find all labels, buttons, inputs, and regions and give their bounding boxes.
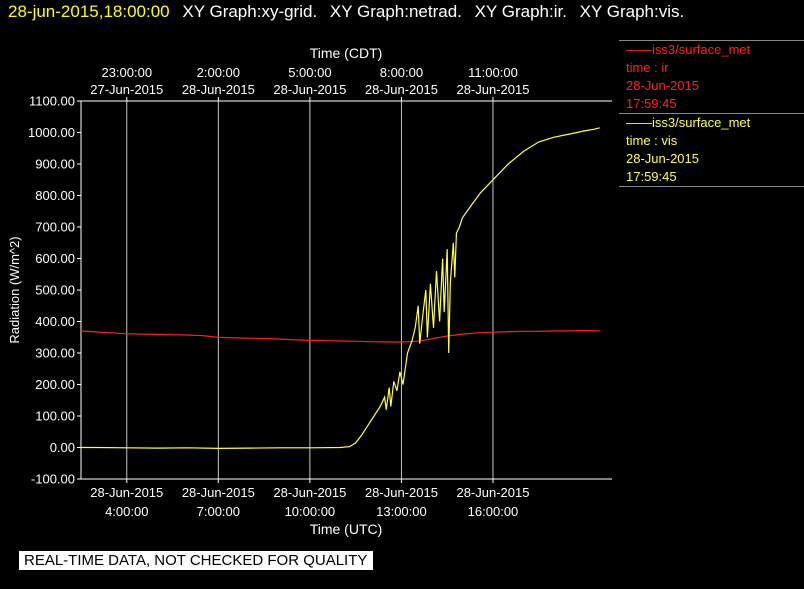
x2-tick-label-time: 5:00:00 (288, 65, 331, 80)
y-axis-title: Radiation (W/m^2) (7, 236, 22, 343)
y-tick-label: 600.00 (35, 251, 75, 266)
legend-divider (619, 40, 804, 41)
x-tick-label-date: 28-Jun-2015 (456, 485, 529, 500)
y-tick-label: 1000.00 (28, 125, 75, 140)
legend-entry-vis: ——iss3/surface_met time : vis 28-Jun-201… (619, 114, 804, 186)
y-tick-label: 1100.00 (29, 94, 75, 109)
y-tick-label: 200.00 (35, 377, 75, 392)
legend-ir-name: ——iss3/surface_met (626, 42, 751, 57)
series (80, 127, 600, 450)
grid (126, 101, 494, 479)
window-header: 28-jun-2015,18:00:00 XY Graph:xy-grid. X… (8, 2, 684, 22)
x2-tick-label-date: 27-Jun-2015 (90, 82, 163, 97)
x-tick-label-time: 10:00:00 (285, 504, 336, 519)
legend-divider (619, 186, 804, 187)
x2-tick-label-date: 28-Jun-2015 (273, 82, 346, 97)
x2-tick-label-time: 2:00:00 (197, 65, 240, 80)
y-tick-label: 100.00 (35, 409, 75, 424)
y-tick-label: 0.00 (50, 440, 75, 455)
y-tick-label: 500.00 (35, 283, 75, 298)
legend-vis-field: time : vis (626, 133, 678, 148)
x2-tick-label-date: 28-Jun-2015 (182, 82, 255, 97)
y-tick-label: 400.00 (35, 314, 75, 329)
legend: ——iss3/surface_met time : ir 28-Jun-2015… (619, 40, 804, 187)
axes: -100.00 0.00 100.00 200.00 300.00 400.00 500.0… (28, 65, 612, 519)
x-axis-title: Time (UTC) (310, 521, 383, 537)
x2-tick-label-time: 8:00:00 (380, 65, 423, 80)
y-tick-label: 900.00 (35, 157, 75, 172)
series-ir-line (80, 329, 600, 343)
x-tick-label-time: 13:00:00 (376, 504, 427, 519)
x-tick-label-date: 28-Jun-2015 (90, 485, 163, 500)
legend-ir-time: 17:59:45 (626, 96, 677, 111)
x2-tick-label-time: 23:00:00 (101, 65, 152, 80)
graph-title-vis: XY Graph:vis. (579, 2, 685, 21)
legend-vis-time: 17:59:45 (626, 169, 677, 184)
y-tick-label: 800.00 (35, 188, 75, 203)
y-tick-label: 700.00 (35, 220, 75, 235)
x-tick-label-date: 28-Jun-2015 (365, 485, 438, 500)
legend-divider (619, 113, 804, 114)
graph-title-xy-grid: XY Graph:xy-grid. (182, 2, 318, 21)
series-vis-line (81, 127, 600, 450)
x2-axis-title: Time (CDT) (310, 45, 383, 61)
y-tick-label: -100.00 (31, 472, 75, 487)
x2-tick-label-date: 28-Jun-2015 (365, 82, 438, 97)
x-tick-label-date: 28-Jun-2015 (273, 485, 346, 500)
legend-vis-name: ——iss3/surface_met (626, 115, 751, 130)
graph-title-ir: XY Graph:ir. (474, 2, 567, 21)
timestamp: 28-jun-2015,18:00:00 (8, 2, 170, 21)
legend-vis-date: 28-Jun-2015 (626, 151, 699, 166)
x-tick-label-time: 16:00:00 (468, 504, 519, 519)
x-tick-label-time: 4:00:00 (105, 504, 148, 519)
graph-title-netrad: XY Graph:netrad. (329, 2, 462, 21)
x-tick-label-date: 28-Jun-2015 (182, 485, 255, 500)
y-tick-label: 300.00 (35, 346, 75, 361)
x2-tick-label-time: 11:00:00 (468, 65, 518, 80)
x-tick-label-time: 7:00:00 (197, 504, 240, 519)
legend-ir-date: 28-Jun-2015 (626, 78, 699, 93)
legend-entry-ir: ——iss3/surface_met time : ir 28-Jun-2015… (619, 41, 804, 113)
x2-tick-label-date: 28-Jun-2015 (456, 82, 529, 97)
quality-notice: REAL-TIME DATA, NOT CHECKED FOR QUALITY (19, 551, 374, 570)
legend-ir-field: time : ir (626, 60, 669, 75)
